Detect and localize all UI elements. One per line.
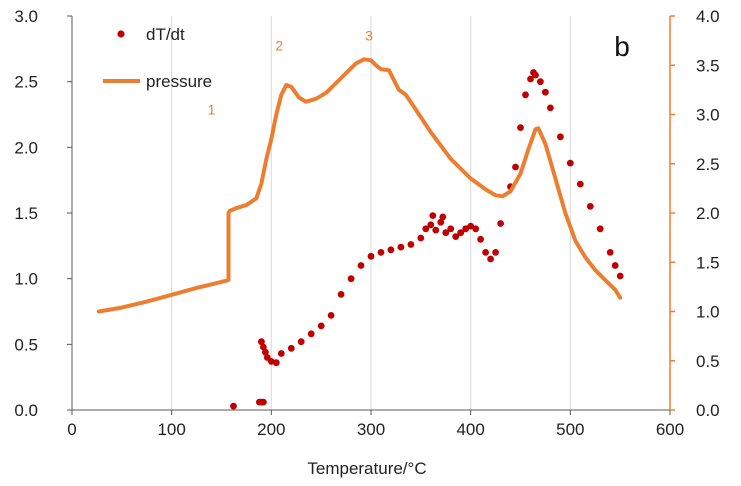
- y-right-tick-label: 3.5: [696, 56, 720, 75]
- data-point-dTdt: [452, 233, 460, 241]
- y-right-tick-label: 1.0: [696, 303, 720, 322]
- y-left-tick-label: 0.0: [14, 401, 38, 420]
- data-point-dTdt: [576, 180, 584, 188]
- legend-label-pressure: pressure: [146, 72, 212, 91]
- data-point-dTdt: [277, 350, 285, 357]
- y-left-tick-label: 2.0: [14, 138, 38, 157]
- data-point-dTdt: [492, 249, 499, 256]
- annotation-label: 3: [365, 28, 373, 44]
- data-point-dTdt: [377, 249, 385, 256]
- y-left-tick-label: 1.5: [14, 204, 38, 223]
- data-point-dTdt: [477, 235, 484, 243]
- data-point-dTdt: [611, 262, 619, 269]
- labels: Temperature/°C b 1 2 3: [208, 28, 630, 478]
- data-point-dTdt: [467, 222, 475, 230]
- data-point-dTdt: [487, 255, 494, 263]
- data-point-dTdt: [258, 338, 265, 346]
- data-point-dTdt: [537, 78, 544, 86]
- data-point-dTdt: [566, 159, 574, 167]
- x-tick-label: 100: [157, 420, 185, 439]
- y-left-tick-label: 2.5: [14, 73, 38, 92]
- data-point-dTdt: [512, 163, 519, 171]
- data-point-dTdt: [347, 275, 355, 283]
- x-tick-label: 400: [456, 420, 484, 439]
- data-point-dTdt: [447, 225, 455, 233]
- data-point-dTdt: [337, 291, 345, 298]
- annotation-label: 2: [275, 37, 283, 53]
- data-point-dTdt: [497, 220, 504, 227]
- data-point-dTdt: [260, 343, 267, 351]
- data-point-dTdt: [357, 262, 365, 269]
- y-right-tick-label: 4.0: [696, 7, 720, 26]
- data-point-dTdt: [287, 344, 295, 352]
- data-point-dTdt: [387, 246, 395, 254]
- data-point-dTdt: [606, 249, 614, 256]
- data-point-dTdt: [482, 249, 489, 256]
- data-point-dTdt: [586, 203, 594, 210]
- x-tick-label: 600: [656, 420, 684, 439]
- grid: [171, 16, 671, 410]
- series-line-pressure: [96, 57, 623, 314]
- axes: 0 100 200 300 400 500 600 0.0 0.5 1.0 1.5 2.0 2.5 3.0…: [14, 7, 719, 439]
- data-point-dTdt: [462, 225, 470, 233]
- data-point-dTdt: [397, 243, 405, 251]
- data-point-dTdt: [230, 402, 237, 410]
- data-point-dTdt: [260, 398, 267, 406]
- legend: dT/dt pressure: [103, 25, 212, 91]
- x-tick-label: 500: [556, 420, 584, 439]
- data-point-dTdt: [542, 88, 549, 96]
- data-point-dTdt: [616, 272, 624, 280]
- data-point-dTdt: [407, 241, 415, 248]
- x-tick-label: 0: [67, 420, 76, 439]
- data-point-dTdt: [442, 229, 450, 237]
- data-point-dTdt: [307, 330, 315, 338]
- y-right-tick-label: 0.0: [696, 401, 720, 420]
- data-point-dTdt: [547, 104, 554, 112]
- data-point-dTdt: [437, 218, 445, 226]
- data-point-dTdt: [327, 312, 335, 319]
- y-left-tick-label: 3.0: [14, 7, 38, 26]
- data-point-dTdt: [417, 234, 425, 242]
- data-point-dTdt: [429, 212, 437, 220]
- x-axis-label: Temperature/°C: [307, 459, 426, 478]
- y-right-tick-label: 2.5: [696, 155, 720, 174]
- panel-label: b: [614, 31, 630, 62]
- x-tick-label: 200: [257, 420, 285, 439]
- data-point-dTdt: [272, 359, 280, 367]
- data-point-dTdt: [297, 338, 305, 346]
- data-point-dTdt: [367, 252, 375, 260]
- data-point-dTdt: [527, 75, 534, 83]
- y-left-tick-label: 0.5: [14, 335, 38, 354]
- legend-marker-dTdt: [117, 30, 125, 38]
- y-right-tick-label: 3.0: [696, 106, 720, 125]
- data-point-dTdt: [432, 226, 440, 234]
- data-point-dTdt: [427, 221, 435, 229]
- plot-area: [96, 57, 624, 410]
- data-point-dTdt: [557, 133, 564, 141]
- data-point-dTdt: [262, 348, 269, 356]
- y-right-tick-label: 0.5: [696, 352, 720, 371]
- data-point-dTdt: [439, 213, 447, 221]
- data-point-dTdt: [317, 322, 325, 330]
- data-point-dTdt: [532, 71, 539, 79]
- data-point-dTdt: [596, 225, 604, 233]
- data-point-dTdt: [457, 229, 465, 237]
- data-point-dTdt: [422, 225, 430, 233]
- legend-label-dTdt: dT/dt: [146, 25, 185, 44]
- data-point-dTdt: [517, 124, 524, 131]
- x-tick-label: 300: [357, 420, 385, 439]
- y-left-tick-label: 1.0: [14, 270, 38, 289]
- y-right-tick-label: 2.0: [696, 204, 720, 223]
- annotation-label: 1: [208, 102, 216, 118]
- data-point-dTdt: [522, 91, 529, 99]
- data-point-dTdt: [472, 225, 480, 233]
- y-right-tick-label: 1.5: [696, 253, 720, 272]
